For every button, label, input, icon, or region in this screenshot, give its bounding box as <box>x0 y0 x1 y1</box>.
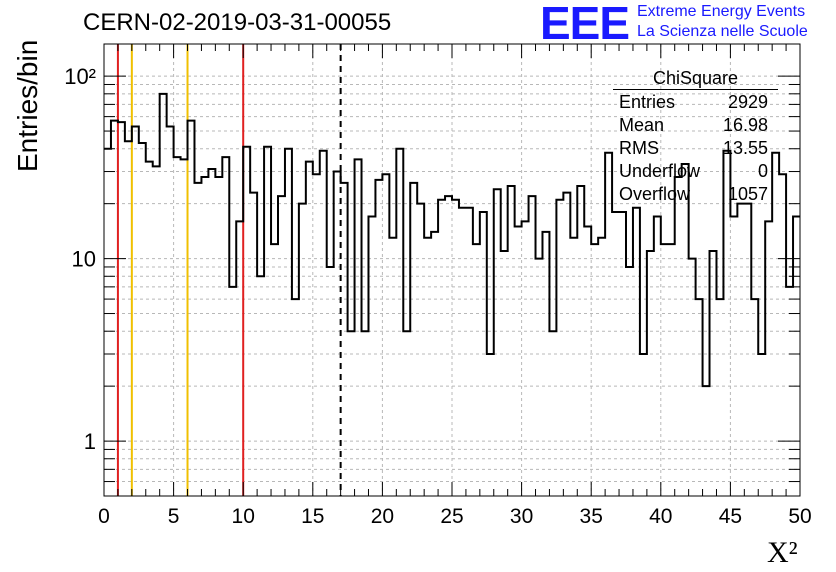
stats-name: ChiSquare <box>613 68 778 90</box>
stats-box: ChiSquare Entries 2929 Mean 16.98 RMS 13.55… <box>613 68 778 206</box>
y-tick-label: 1 <box>84 429 96 454</box>
y-tick-label: 10² <box>64 64 96 89</box>
logo-line-2: La Scienza nelle Scuole <box>637 23 808 40</box>
stats-value: 1057 <box>727 184 768 204</box>
reference-lines <box>116 44 342 496</box>
y-axis-label: Entries/bin <box>12 39 43 172</box>
x-tick-label: 50 <box>788 505 811 528</box>
y-tick-label: 10 <box>72 247 96 272</box>
x-tick-label: 5 <box>168 505 180 528</box>
logo-line-1: Extreme Energy Events <box>637 3 806 20</box>
stats-value: 13.55 <box>722 138 768 158</box>
axis-tick-labels: 0 5 10 15 20 25 30 35 40 45 50 1 10 10² <box>64 64 811 528</box>
x-tick-label: 15 <box>301 505 324 528</box>
logo-text: Extreme Energy Events La Scienza nelle S… <box>637 2 808 42</box>
histogram-step-line <box>104 92 800 388</box>
stats-value: 16.98 <box>722 115 768 135</box>
stats-label: Entries <box>619 92 676 112</box>
x-axis-label: X² <box>767 536 798 569</box>
x-tick-label: 0 <box>98 505 110 528</box>
stats-value: 0 <box>757 161 768 181</box>
x-tick-label: 30 <box>510 505 533 528</box>
stats-value: 2929 <box>727 92 768 112</box>
stats-row: Underflow 0 <box>613 160 778 183</box>
stats-row: Overflow 1057 <box>613 183 778 206</box>
x-tick-label: 40 <box>649 505 672 528</box>
chart-title: CERN-02-2019-03-31-00055 <box>83 9 392 36</box>
x-tick-label: 25 <box>440 505 463 528</box>
stats-row: Entries 2929 <box>613 91 778 114</box>
stats-label: Underflow <box>619 161 701 181</box>
stats-row: RMS 13.55 <box>613 137 778 160</box>
eee-logo: EEE <box>540 0 630 49</box>
x-tick-label: 10 <box>232 505 255 528</box>
axis-ticks <box>103 44 801 496</box>
stats-row: Mean 16.98 <box>613 114 778 137</box>
grid-lines <box>104 44 800 496</box>
x-tick-label: 35 <box>580 505 603 528</box>
stats-label: Mean <box>619 115 665 135</box>
stats-label: Overflow <box>619 184 691 204</box>
stats-label: RMS <box>619 138 659 158</box>
x-tick-label: 20 <box>371 505 394 528</box>
x-tick-label: 45 <box>719 505 742 528</box>
